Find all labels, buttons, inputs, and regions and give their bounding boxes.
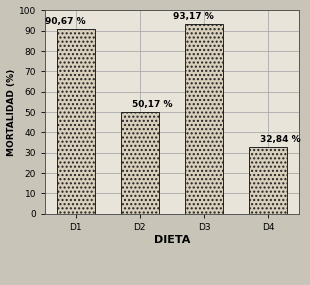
Bar	[185, 24, 223, 214]
Y-axis label: MORTALIDAD (%): MORTALIDAD (%)	[7, 68, 16, 156]
Text: 32,84 %: 32,84 %	[260, 135, 301, 144]
Text: 93,17 %: 93,17 %	[173, 12, 214, 21]
Text: 90,67 %: 90,67 %	[45, 17, 86, 27]
Text: 50,17 %: 50,17 %	[132, 100, 173, 109]
Bar	[56, 29, 95, 214]
Bar	[249, 147, 287, 214]
X-axis label: DIETA: DIETA	[154, 235, 190, 245]
Bar	[121, 112, 159, 214]
